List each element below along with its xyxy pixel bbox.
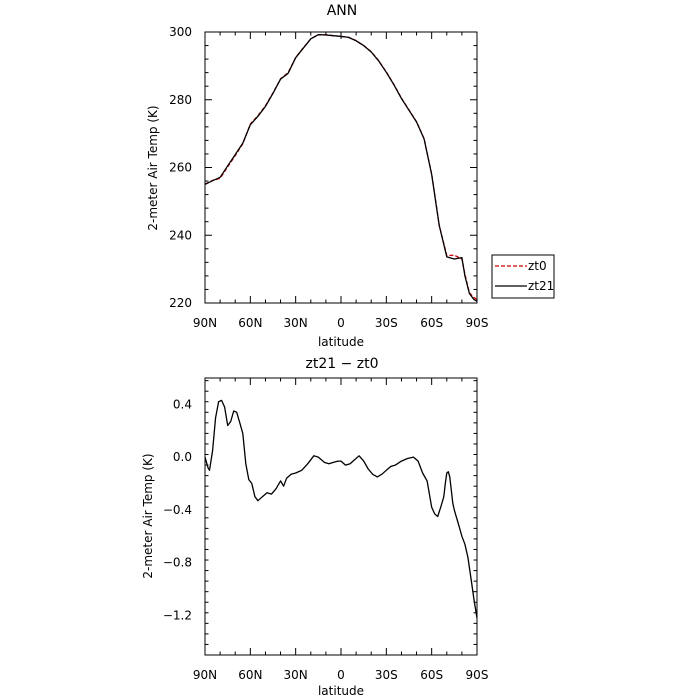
chart-bottom-xtick-label-30S: 30S — [375, 668, 398, 682]
chart-bottom-xtick-label-60S: 60S — [420, 668, 443, 682]
chart-top-xlabel: latitude — [318, 335, 364, 349]
legend-label-zt21: zt21 — [528, 279, 554, 293]
chart-top-ytick-label-220: 220 — [169, 296, 192, 310]
chart-top-frame — [204, 31, 478, 304]
chart-top-xtick-label-90N: 90N — [193, 316, 217, 330]
chart-top-ylabel: 2-meter Air Temp (K) — [146, 105, 160, 230]
chart-top-tick-labels: 90N 60N 30N 0 30S 60S 90S 220 240 260 280 300 — [169, 25, 488, 330]
chart-bottom-title: zt21 − zt0 — [305, 356, 378, 372]
chart-bottom-series-0-line — [204, 399, 478, 619]
chart-bottom-ylabel: 2-meter Air Temp (K) — [141, 453, 155, 578]
chart-bottom-tick-labels: 90N 60N 30N 0 30S 60S 90S −1.2 −0.8 −0.4 0.0 0.4 — [163, 397, 489, 682]
chart-bottom-xtick-label-30N: 30N — [284, 668, 308, 682]
chart-top-xtick-label-0: 0 — [337, 316, 345, 330]
chart-bottom-ytick-label-0-4: 0.4 — [173, 397, 192, 411]
chart-bottom-xtick-label-90S: 90S — [466, 668, 489, 682]
chart-top-title: ANN — [327, 3, 358, 19]
chart-top-xtick-label-90S: 90S — [466, 316, 489, 330]
chart-top-xtick-label-60S: 60S — [420, 316, 443, 330]
legend-label-zt0: zt0 — [528, 259, 547, 273]
chart-top-ticks — [204, 31, 478, 304]
chart-top-xtick-label-30N: 30N — [284, 316, 308, 330]
chart-top-ytick-label-280: 280 — [169, 93, 192, 107]
chart-top: ANN 90N 60N 30N 0 30S 60S 90S 220 240 260 280 300 l… — [146, 3, 555, 349]
chart-bottom: zt21 − zt0 90N 60N 30N 0 30S 60S 90S −1.2 −0.8 −0… — [141, 356, 488, 698]
chart-top-series-zt21-line — [204, 34, 478, 302]
chart-bottom-ytick-label-0-8: −0.8 — [163, 556, 192, 570]
chart-top-series-zt0-line — [204, 34, 478, 301]
chart-bottom-xlabel: latitude — [318, 684, 364, 698]
chart-top-series-layer — [204, 34, 478, 302]
chart-bottom-ticks — [204, 378, 478, 656]
chart-top-xtick-label-30S: 30S — [375, 316, 398, 330]
chart-bottom-frame — [204, 377, 478, 656]
chart-top-ytick-label-300: 300 — [169, 25, 192, 39]
chart-top-ytick-label-240: 240 — [169, 228, 192, 242]
chart-bottom-ytick-label-1-2: −1.2 — [163, 608, 192, 622]
chart-bottom-ytick-label-0-0: 0.0 — [173, 450, 192, 464]
chart-top-legend: zt0 zt21 — [491, 254, 555, 299]
chart-bottom-xtick-label-0: 0 — [337, 668, 345, 682]
chart-bottom-xtick-label-60N: 60N — [238, 668, 262, 682]
chart-bottom-xtick-label-90N: 90N — [193, 668, 217, 682]
chart-top-ytick-label-260: 260 — [169, 161, 192, 175]
legend-frame — [491, 254, 555, 299]
chart-top-xtick-label-60N: 60N — [238, 316, 262, 330]
chart-bottom-series-layer — [204, 399, 478, 619]
chart-bottom-ytick-label-0-4: −0.4 — [163, 503, 192, 517]
